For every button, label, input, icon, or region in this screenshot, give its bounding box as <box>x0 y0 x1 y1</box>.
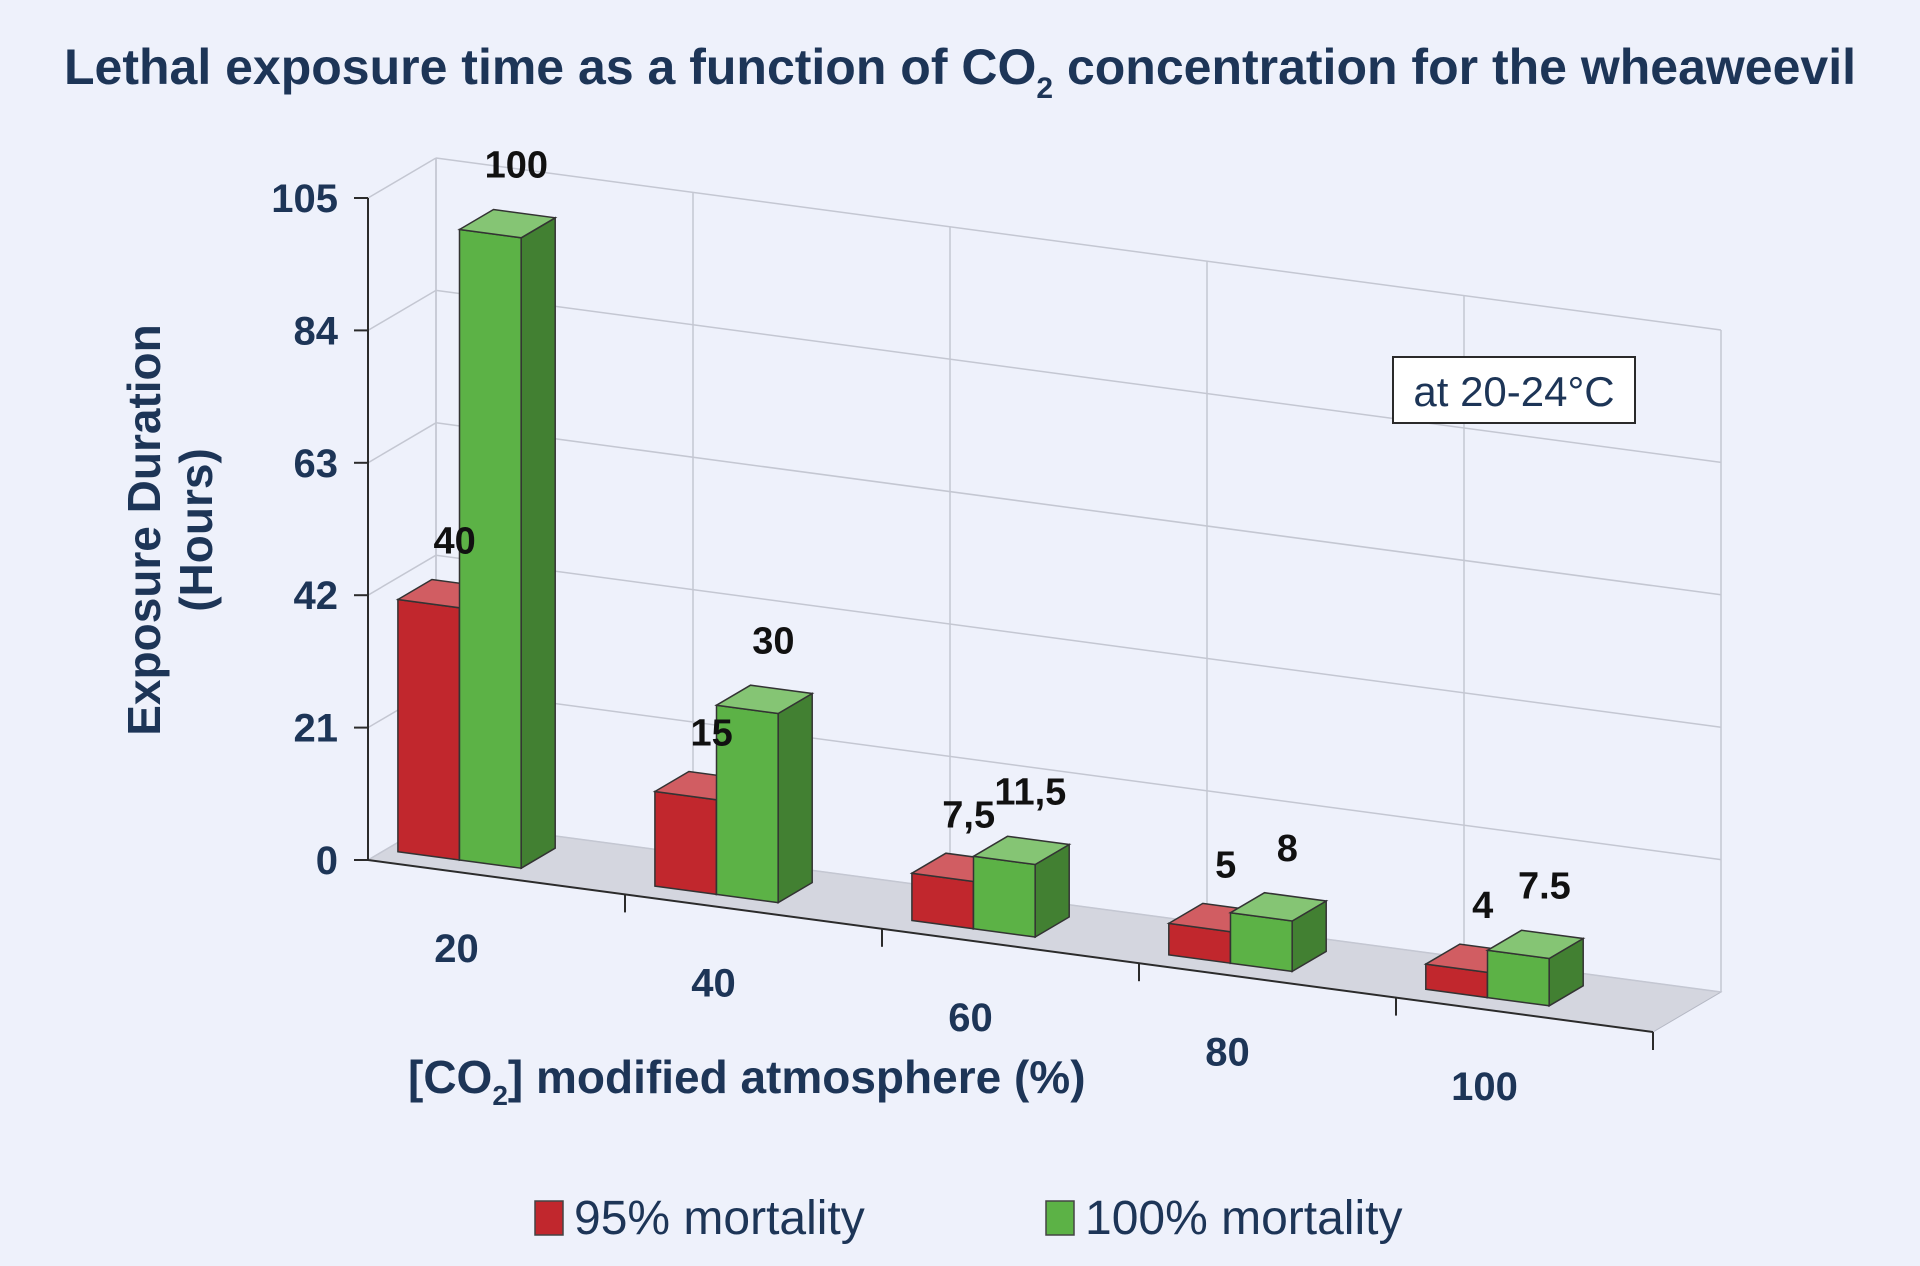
x-tick-label: 60 <box>948 996 993 1040</box>
gridline-back <box>435 157 1722 331</box>
bar-95-mortality-front <box>654 790 718 896</box>
legend: 95% mortality 100% mortality <box>534 1192 1402 1245</box>
x-tick-label: 80 <box>1205 1030 1250 1074</box>
bar-100-mortality <box>971 835 1072 939</box>
temperature-note-box <box>1392 356 1636 424</box>
bar-100-mortality-front <box>1486 949 1550 1007</box>
bar-100-mortality-side <box>777 692 813 904</box>
x-tick-labels: 20 40 60 80 100 <box>434 927 1518 1109</box>
gridline-back <box>435 554 1722 728</box>
value-label: 7,5 <box>942 794 995 836</box>
chart-title-part2: concentration for the wheaweevil <box>1053 39 1856 95</box>
bar-100-mortality <box>1228 891 1329 973</box>
value-label: 15 <box>691 713 733 755</box>
x-axis-line <box>367 859 1654 1033</box>
bar-100-mortality-side <box>520 216 556 870</box>
bar-100-mortality <box>457 208 558 870</box>
y-axis-title-line2: (Hours) <box>170 448 222 612</box>
legend-swatch-100 <box>1045 1200 1075 1236</box>
bars <box>395 208 1586 1008</box>
y-tick-label: 21 <box>294 707 339 751</box>
gridline-side <box>367 422 437 464</box>
y-tick-label: 84 <box>294 309 339 353</box>
temperature-note-text: at 20-24°C <box>1413 368 1614 415</box>
temperature-note: at 20-24°C <box>1392 356 1636 424</box>
x-axis-title: [CO2] modified atmosphere (%) <box>408 1051 1086 1111</box>
legend-label-95: 95% mortality <box>574 1192 865 1245</box>
bar-100-mortality-top <box>1228 891 1329 922</box>
bar-95-mortality-front <box>397 598 461 861</box>
y-axis-title-line1: Exposure Duration <box>118 324 170 736</box>
value-label: 8 <box>1277 828 1298 870</box>
value-labels: 40 100 15 30 7,511,5 5 8 4 7.5 <box>434 145 1571 928</box>
y-tick-label: 105 <box>271 177 338 221</box>
x-axis-title-part1: [CO <box>408 1051 492 1103</box>
bar-100-mortality-top <box>971 835 1072 866</box>
bar-100-mortality <box>1485 929 1586 1008</box>
y-axis-title: Exposure Duration (Hours) <box>118 324 222 736</box>
y-tick-label: 0 <box>316 839 338 883</box>
gridline-back <box>435 686 1722 861</box>
value-label: 100 <box>485 145 548 187</box>
value-label: 11,5 <box>994 771 1066 813</box>
x-axis-title-subscript: 2 <box>492 1080 508 1111</box>
axes <box>354 197 1654 1050</box>
bar-100-mortality <box>714 684 815 904</box>
y-tick-label: 42 <box>294 574 339 618</box>
value-label: 4 <box>1472 885 1493 927</box>
y-tick-label: 63 <box>294 442 339 486</box>
value-label: 5 <box>1215 845 1236 887</box>
bar-100-mortality-front <box>1229 911 1293 973</box>
bar-100-mortality-top <box>714 684 815 715</box>
y-tick-labels: 0 21 42 63 84 105 <box>271 177 338 883</box>
chart-title: Lethal exposure time as a function of CO… <box>64 39 1856 105</box>
gridlines <box>367 157 1722 993</box>
gridline-side <box>367 554 437 596</box>
chart-title-subscript: 2 <box>1036 72 1053 105</box>
value-label: 30 <box>752 620 794 662</box>
x-tick-label: 100 <box>1451 1065 1518 1109</box>
legend-swatch-95 <box>534 1200 564 1236</box>
x-tick-label: 20 <box>434 927 479 971</box>
gridline-back <box>435 422 1722 596</box>
bar-95-mortality-front <box>911 872 975 930</box>
chart-title-part1: Lethal exposure time as a function of CO <box>64 39 1036 95</box>
bar-100-mortality-top <box>1485 929 1586 960</box>
bar-100-mortality-top <box>457 208 558 239</box>
gridline-side <box>367 157 437 199</box>
x-tick-label: 40 <box>691 962 736 1006</box>
legend-label-100: 100% mortality <box>1085 1192 1402 1245</box>
gridline-back <box>435 289 1722 464</box>
bar-100-mortality-front <box>972 855 1036 938</box>
x-axis-title-part2: ] modified atmosphere (%) <box>508 1051 1086 1103</box>
gridline-side <box>367 289 437 332</box>
value-label: 7.5 <box>1518 865 1571 907</box>
value-label: 40 <box>434 521 476 563</box>
